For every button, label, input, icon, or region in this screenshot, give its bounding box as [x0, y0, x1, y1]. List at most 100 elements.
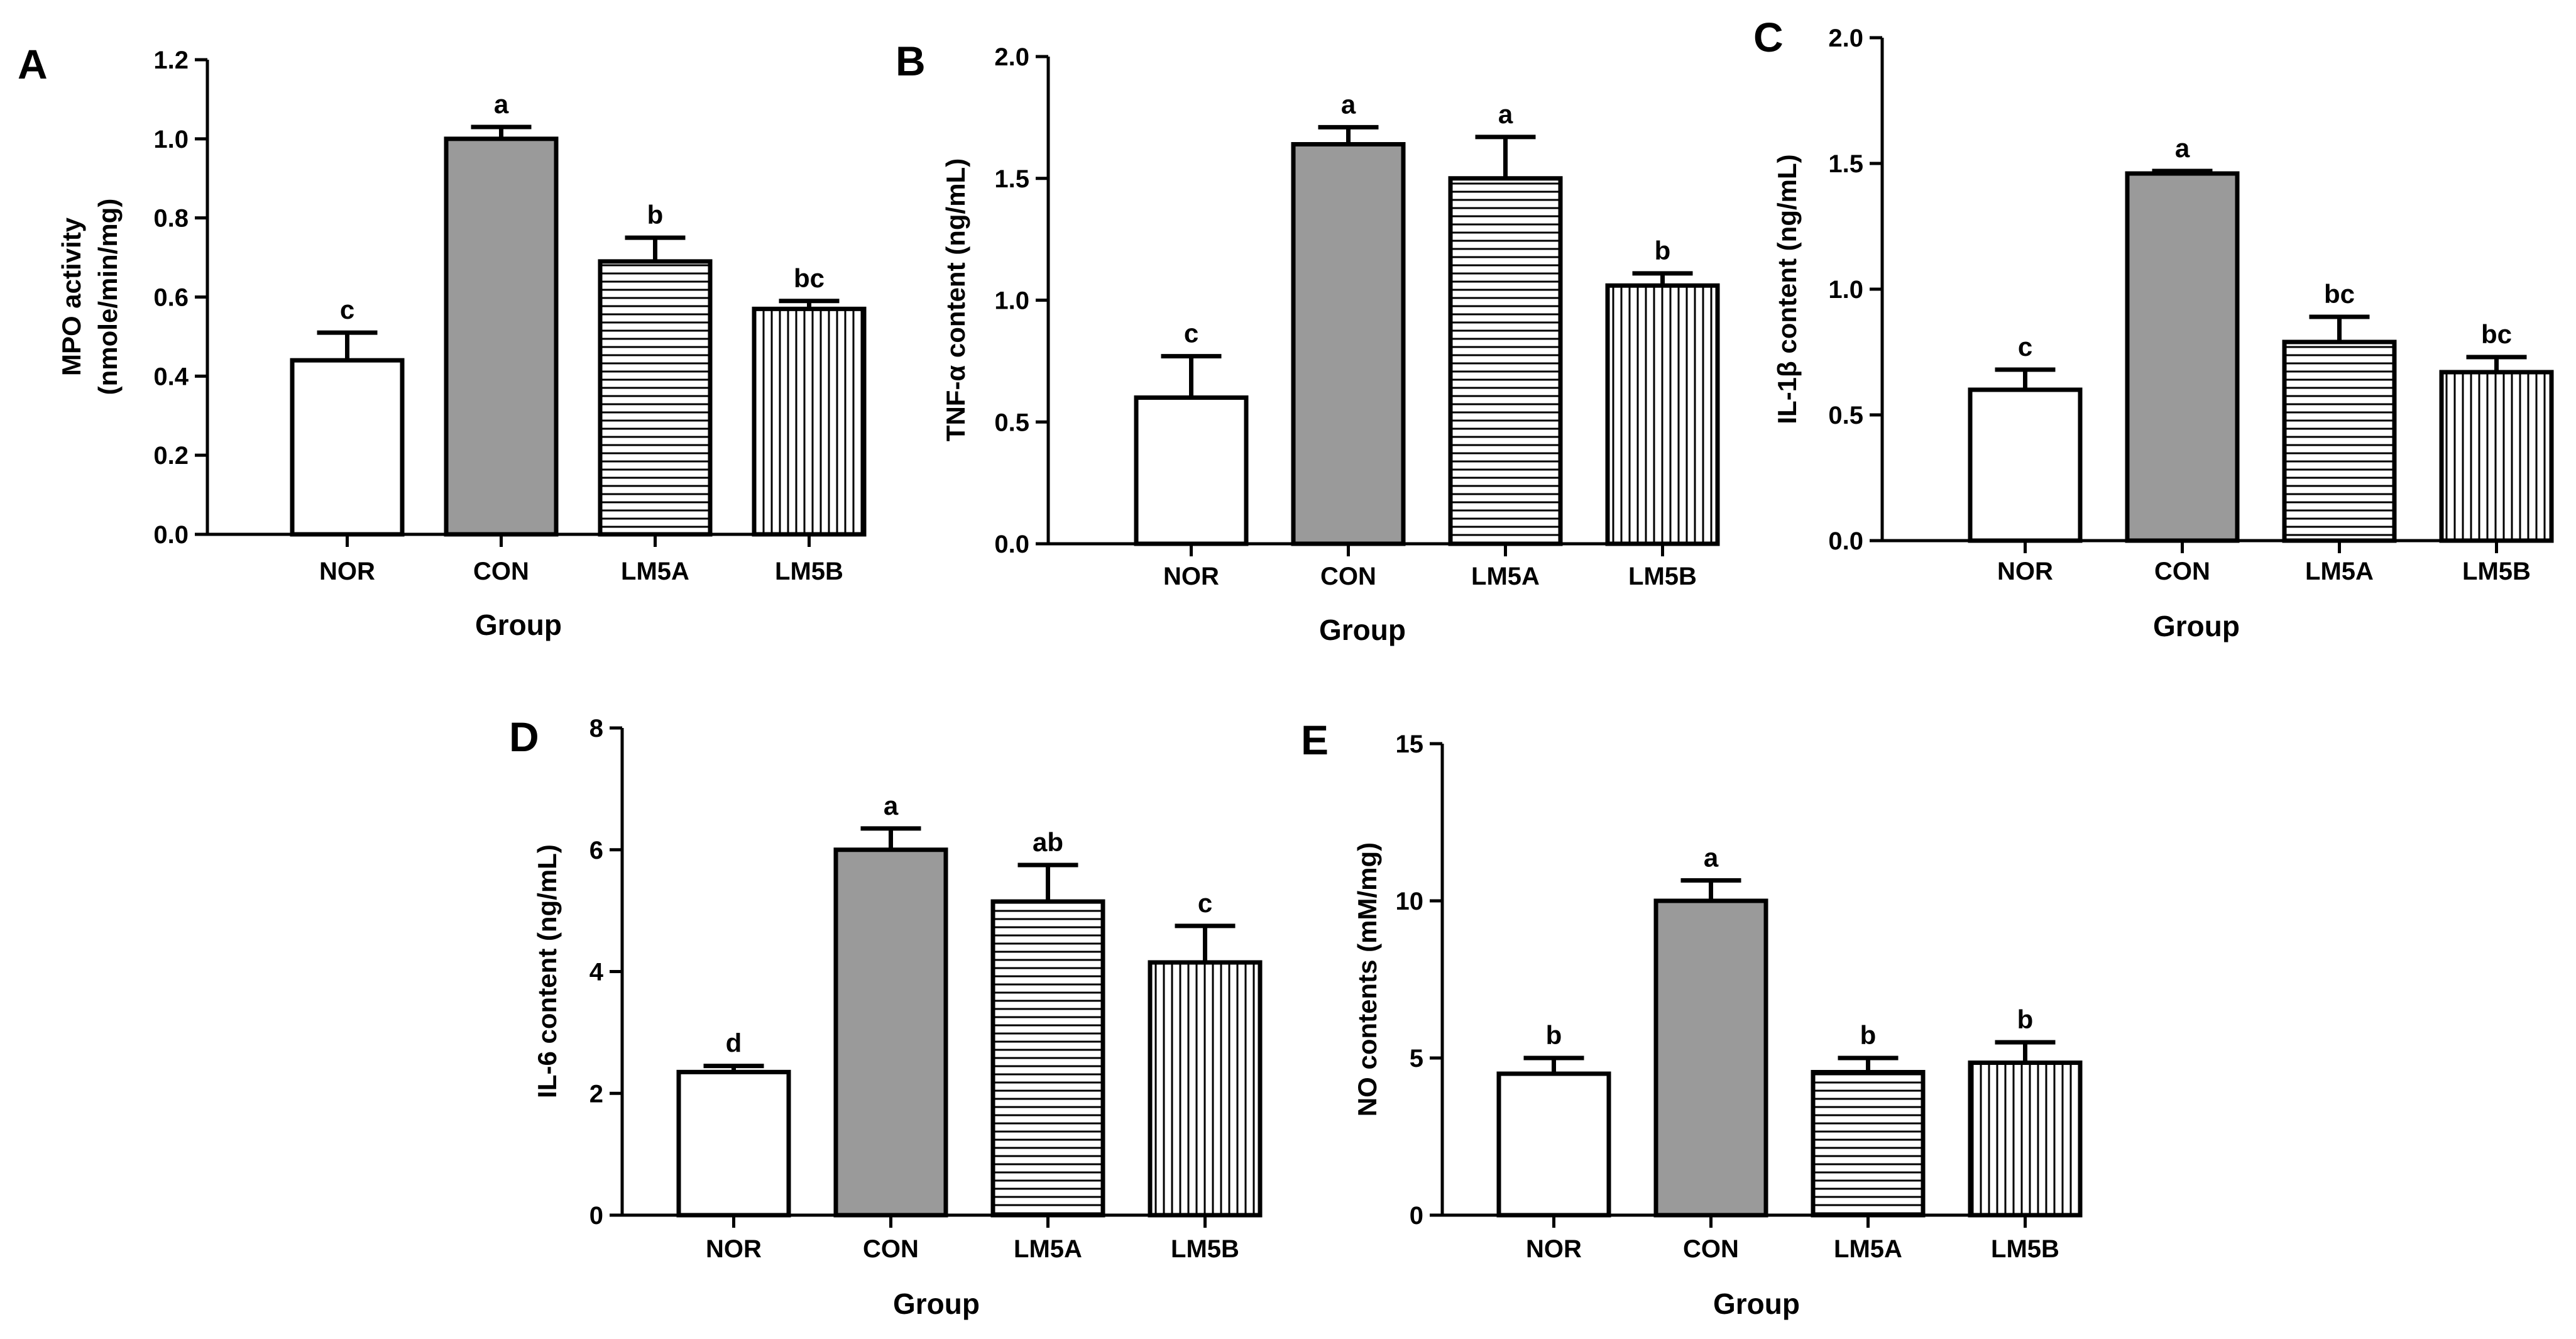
chart-panel-b: B 0.0 0.5 1.0 1.5 2.0 NOR c CON a LM5A a LM5B b Group T…: [896, 38, 1720, 646]
bar-con: [1291, 142, 1406, 546]
bar-lm5a: [2282, 339, 2397, 543]
y-tick-label: 0.0: [994, 531, 1029, 558]
significance-label: d: [726, 1028, 742, 1058]
significance-label: bc: [794, 263, 825, 293]
x-category-label: CON: [863, 1235, 919, 1263]
y-tick-label: 0.0: [1828, 527, 1863, 555]
y-tick-label: 0.8: [153, 205, 189, 233]
bar-lm5a: [1811, 1070, 1926, 1218]
bar-nor: [676, 1069, 791, 1218]
bar-nor: [1134, 395, 1249, 546]
panel-letter: E: [1301, 717, 1329, 763]
y-axis-title: NO contents (mM/mg): [1352, 842, 1382, 1116]
y-axis-title: TNF-α content (ng/mL): [941, 158, 970, 441]
x-category-label: CON: [473, 558, 529, 585]
significance-label: b: [1655, 236, 1671, 265]
significance-label: c: [1198, 888, 1212, 918]
y-tick-label: 0.2: [153, 442, 189, 470]
y-tick-label: 0: [589, 1202, 603, 1230]
bar-nor: [1496, 1071, 1611, 1218]
x-category-label: LM5B: [1171, 1235, 1239, 1263]
panel-letter: B: [896, 38, 926, 84]
significance-label: b: [647, 200, 664, 229]
x-category-label: LM5A: [1471, 563, 1540, 590]
y-tick-label: 0.0: [153, 521, 189, 549]
chart-panel-e: E 0 5 10 15 NOR b CON a LM5A b LM5B b Group NO content…: [1301, 717, 2083, 1320]
y-tick-label: 1.0: [153, 126, 189, 153]
y-axis-title: IL-6 content (ng/mL): [532, 844, 562, 1098]
bar-con: [2125, 171, 2240, 543]
y-tick-label: 2: [589, 1080, 603, 1108]
y-tick-label: 1.5: [994, 165, 1029, 193]
bar-lm5b: [2439, 370, 2554, 543]
significance-label: bc: [2481, 319, 2512, 349]
y-tick-label: 0.5: [1828, 402, 1863, 429]
x-category-label: CON: [1683, 1235, 1739, 1263]
significance-label: ab: [1033, 827, 1063, 857]
y-axis-title: MPO activity: [57, 217, 86, 376]
y-tick-label: 2.0: [1828, 25, 1863, 52]
y-tick-label: 4: [589, 959, 604, 986]
panel-letter: C: [1753, 14, 1784, 60]
y-tick-label: 6: [589, 837, 603, 864]
x-category-label: LM5B: [1991, 1235, 2059, 1263]
y-tick-label: 8: [589, 715, 603, 742]
panel-letter: D: [509, 714, 539, 760]
x-axis-title: Group: [475, 609, 562, 641]
bar-lm5a: [990, 899, 1105, 1218]
x-axis-title: Group: [2153, 610, 2240, 642]
y-tick-label: 15: [1396, 730, 1424, 758]
x-category-label: CON: [2154, 558, 2210, 585]
x-category-label: NOR: [706, 1235, 762, 1263]
y-axis-title-units: (nmole/min/mg): [93, 199, 123, 395]
significance-label: b: [2017, 1005, 2034, 1034]
bar-lm5b: [1148, 960, 1263, 1218]
significance-label: a: [494, 89, 509, 119]
x-axis-title: Group: [1713, 1287, 1800, 1320]
x-category-label: LM5B: [2462, 558, 2531, 585]
y-tick-label: 10: [1396, 888, 1424, 915]
bar-con: [1653, 898, 1768, 1218]
bar-lm5a: [598, 259, 713, 537]
y-axis-title: IL-1β content (ng/mL): [1772, 154, 1802, 424]
y-tick-label: 2.0: [994, 43, 1029, 71]
significance-label: bc: [2324, 279, 2355, 309]
x-category-label: LM5A: [1014, 1235, 1082, 1263]
y-tick-label: 1.0: [1828, 276, 1863, 304]
y-tick-label: 0.5: [994, 409, 1029, 436]
x-category-label: LM5B: [1628, 563, 1697, 590]
significance-label: b: [1860, 1020, 1877, 1050]
bar-lm5b: [1968, 1061, 2083, 1218]
x-axis-title: Group: [893, 1287, 980, 1320]
bar-con: [833, 847, 948, 1218]
x-category-label: LM5A: [1834, 1235, 1902, 1263]
significance-label: a: [1341, 89, 1356, 119]
x-category-label: LM5A: [2305, 558, 2374, 585]
x-category-label: NOR: [1997, 558, 2053, 585]
panel-letter: A: [18, 41, 48, 87]
y-tick-label: 1.5: [1828, 150, 1863, 178]
y-tick-label: 5: [1410, 1045, 1423, 1072]
x-category-label: LM5A: [621, 558, 689, 585]
significance-label: c: [340, 295, 354, 324]
significance-label: c: [2018, 332, 2032, 361]
bar-nor: [1968, 387, 2083, 543]
y-tick-label: 0.4: [153, 363, 189, 390]
x-category-label: NOR: [319, 558, 375, 585]
significance-label: a: [2175, 133, 2190, 163]
significance-label: a: [1704, 843, 1719, 873]
significance-label: a: [1498, 99, 1513, 129]
y-tick-label: 1.2: [153, 47, 189, 74]
significance-label: c: [1184, 319, 1198, 348]
bar-lm5b: [1605, 283, 1720, 546]
x-axis-title: Group: [1319, 614, 1406, 646]
bar-nor: [290, 358, 405, 537]
bar-lm5b: [752, 306, 867, 537]
chart-panel-c: C 0.0 0.5 1.0 1.5 2.0 NOR c CON a LM5A bc LM5B bc Grou…: [1753, 14, 2554, 642]
significance-label: b: [1546, 1020, 1562, 1050]
chart-panel-a: A 0.0 0.2 0.4 0.6 0.8 1.0 1.2 NOR c CON a LM5A b LM5B b…: [18, 41, 867, 641]
y-tick-label: 1.0: [994, 287, 1029, 315]
x-category-label: CON: [1320, 563, 1376, 590]
y-tick-label: 0: [1410, 1202, 1423, 1230]
